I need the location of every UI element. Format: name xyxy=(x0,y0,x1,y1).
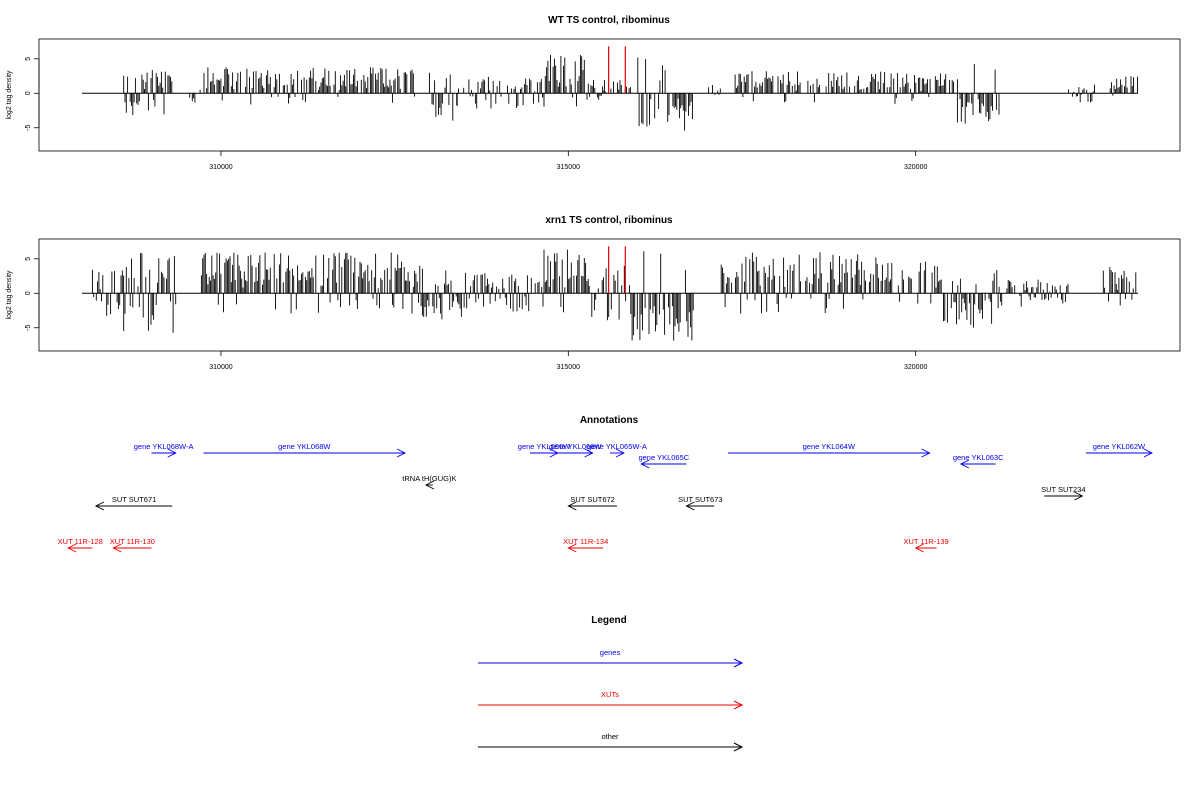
feature-label: XUT 11R-139 xyxy=(904,537,949,546)
legend-arrow xyxy=(733,658,744,668)
annotation-feature: gene YKL068W-A xyxy=(134,442,194,458)
strand-arrow xyxy=(396,448,407,458)
panel-title: xrn1 TS control, ribominus xyxy=(545,215,673,226)
strand-arrow xyxy=(67,543,77,553)
strand-arrow xyxy=(424,480,435,490)
feature-label: gene YKL066W xyxy=(549,442,602,451)
y-axis-label: log2 tag density xyxy=(6,70,13,120)
legend-item: other xyxy=(478,732,744,752)
y-tick-label: 5 xyxy=(25,257,32,261)
plot-frame xyxy=(38,238,1181,352)
annotation-feature: SUT SUT671 xyxy=(94,495,173,511)
y-tick-label: 5 xyxy=(25,57,32,61)
feature-label: tRNA tH(GUG)K xyxy=(402,474,456,483)
y-tick-label: -5 xyxy=(25,125,32,131)
legend-arrow xyxy=(733,742,744,752)
strand-arrow xyxy=(1143,448,1153,458)
legend-arrow xyxy=(733,700,744,710)
annotation-feature: gene YKL065C xyxy=(638,453,690,469)
feature-label: SUT SUT672 xyxy=(570,495,614,504)
xrn1-coverage-panel: xrn1 TS control, ribominus log2 tag dens… xyxy=(6,215,1181,371)
y-tick-label: 0 xyxy=(25,291,32,295)
feature-label: gene YKL068W-A xyxy=(134,442,194,451)
y-axis: 5 0 -5 xyxy=(25,257,40,331)
feature-label: gene YKL066W xyxy=(518,442,571,451)
x-tick-label: 320000 xyxy=(904,364,927,371)
feature-label: gene YKL068W xyxy=(278,442,331,451)
annotations-title: Annotations xyxy=(580,415,639,426)
feature-label: XUT 11R-134 xyxy=(563,537,608,546)
x-tick-label: 310000 xyxy=(209,364,232,371)
strand-arrow xyxy=(914,543,924,553)
annotation-features: gene YKL068W-A gene YKL068W gene YKL066Wge… xyxy=(58,442,1153,553)
strand-arrow xyxy=(584,448,594,458)
annotation-feature: gene YKL065W-A xyxy=(587,442,647,458)
annotation-feature: XUT 11R-134 xyxy=(563,537,608,553)
feature-label: XUT 11R-130 xyxy=(110,537,155,546)
annotation-feature: XUT 11R-139 xyxy=(904,537,949,553)
y-axis-label: log2 tag density xyxy=(6,270,13,320)
annotations-track: Annotations gene YKL068W-A gene YKL068W ge… xyxy=(58,415,1153,553)
annotation-feature: gene YKL066W xyxy=(549,442,602,458)
x-tick-label: 315000 xyxy=(557,364,580,371)
y-axis: 5 0 -5 xyxy=(25,57,40,131)
legend-title: Legend xyxy=(591,615,627,626)
legend-label: other xyxy=(601,732,619,741)
annotation-feature: SUT SUT672 xyxy=(567,495,617,511)
strand-arrow xyxy=(1074,491,1084,501)
feature-label: gene YKL064W xyxy=(803,442,856,451)
legend: Legend genes XUTs other xyxy=(478,615,744,752)
annotation-feature: SUT SUT673 xyxy=(678,495,723,511)
y-tick-label: -5 xyxy=(25,325,32,331)
wt-coverage-panel: WT TS control, ribominus log2 tag densit… xyxy=(6,15,1181,171)
annotation-feature: XUT 11R-128 xyxy=(58,537,103,553)
plot-frame xyxy=(38,38,1181,152)
y-tick-label: 0 xyxy=(25,91,32,95)
annotation-feature: SUT SUT234 xyxy=(1041,485,1086,501)
x-tick-label: 315000 xyxy=(557,164,580,171)
annotation-feature: gene YKL064W xyxy=(728,442,931,458)
x-tick-label: 320000 xyxy=(904,164,927,171)
legend-item: genes xyxy=(478,648,744,668)
strand-arrow xyxy=(685,501,695,511)
feature-label: gene YKL065W-A xyxy=(587,442,647,451)
x-axis: 310000 315000 320000 xyxy=(209,150,927,171)
strand-arrow xyxy=(167,448,177,458)
strand-arrow xyxy=(567,501,577,511)
strand-arrow xyxy=(921,448,931,458)
feature-label: gene YKL063C xyxy=(953,453,1004,462)
legend-label: XUTs xyxy=(601,690,619,699)
annotation-feature: XUT 11R-130 xyxy=(110,537,155,553)
strand-arrow xyxy=(112,543,122,553)
strand-arrow xyxy=(615,448,625,458)
legend-items: genes XUTs other xyxy=(478,648,744,752)
strand-arrow xyxy=(640,459,650,469)
feature-label: SUT SUT673 xyxy=(678,495,722,504)
feature-label: gene YKL062W xyxy=(1093,442,1146,451)
legend-label: genes xyxy=(600,648,621,657)
x-tick-label: 310000 xyxy=(209,164,232,171)
annotation-feature: gene YKL063C xyxy=(953,453,1004,469)
strand-arrow xyxy=(94,501,105,511)
panel-title: WT TS control, ribominus xyxy=(548,15,670,26)
feature-label: XUT 11R-128 xyxy=(58,537,103,546)
feature-label: gene YKL065C xyxy=(638,453,689,462)
feature-label: SUT SUT234 xyxy=(1041,485,1085,494)
annotation-feature: gene YKL068W xyxy=(203,442,407,458)
coverage-bars xyxy=(82,246,1138,341)
strand-arrow xyxy=(567,543,577,553)
x-axis: 310000 315000 320000 xyxy=(209,350,927,371)
legend-item: XUTs xyxy=(478,690,744,710)
annotation-feature: gene YKL062W xyxy=(1085,442,1153,458)
annotation-feature: tRNA tH(GUG)K xyxy=(402,474,456,490)
coverage-bars xyxy=(82,46,1138,131)
strand-arrow xyxy=(959,459,970,469)
feature-label: SUT SUT671 xyxy=(112,495,156,504)
